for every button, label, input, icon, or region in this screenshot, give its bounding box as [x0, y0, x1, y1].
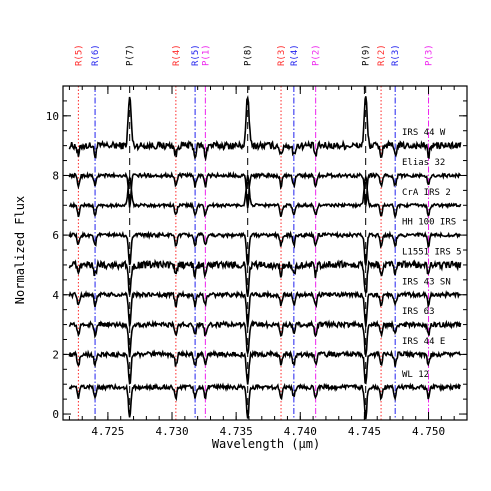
x-tick-label-2: 4.735 — [220, 425, 253, 438]
spectral-line-label-8: R(4) — [290, 44, 300, 66]
spectral-line-label-6: P(8) — [244, 44, 254, 66]
y-tick-label-5: 10 — [46, 110, 59, 123]
spectrum-2 — [68, 174, 462, 220]
spectral-line-label-12: R(3) — [391, 44, 401, 66]
spectrum-6 — [68, 319, 462, 358]
y-tick-label-4: 8 — [52, 169, 59, 182]
y-tick-label-0: 0 — [52, 408, 59, 421]
spectrum-7 — [68, 349, 462, 385]
series-label-6: IRS 63 — [402, 307, 435, 317]
y-tick-label-1: 2 — [52, 348, 59, 361]
x-tick-label-1: 4.730 — [155, 425, 188, 438]
spectral-line-label-0: R(5) — [74, 44, 84, 66]
series-label-7: IRS 44 E — [402, 337, 445, 347]
plot-frame — [62, 85, 468, 421]
spectral-line-label-1: R(6) — [91, 44, 101, 66]
spectrum-1 — [68, 170, 462, 209]
series-label-5: IRS 43 SN — [402, 277, 451, 287]
spectrum-3 — [68, 230, 462, 266]
x-tick-label-5: 4.750 — [412, 425, 445, 438]
series-label-8: WL 12 — [402, 370, 429, 380]
x-axis-label: Wavelength (μm) — [212, 437, 320, 451]
series-labels: IRS 44 W Elias 32 CrA IRS 2 HH 100 IRS L1551… — [402, 128, 462, 380]
series-label-3: HH 100 IRS — [402, 218, 456, 228]
y-axis-label: Normalized Flux — [13, 196, 27, 304]
x-tick-label-3: 4.740 — [284, 425, 317, 438]
spectral-line-label-11: R(2) — [377, 44, 387, 66]
spectrum-8 — [68, 382, 462, 420]
series-label-4: L1551 IRS 5 — [402, 247, 462, 257]
series-label-0: IRS 44 W — [402, 128, 446, 138]
spectral-line-label-4: R(5) — [191, 44, 201, 66]
series-label-1: Elias 32 — [402, 158, 445, 168]
spectrum-0 — [68, 94, 462, 162]
spectrum-5 — [68, 289, 462, 328]
x-tick-label-0: 4.725 — [91, 425, 124, 438]
spectrum-4 — [68, 258, 462, 297]
y-tick-label-2: 4 — [52, 289, 59, 302]
x-tick-label-4: 4.745 — [348, 425, 381, 438]
y-tick-label-3: 6 — [52, 229, 59, 242]
spectral-line-label-10: P(9) — [362, 44, 372, 66]
spectral-line-label-7: R(3) — [277, 44, 287, 66]
spectral-line-label-13: P(3) — [425, 44, 435, 66]
spectral-line-label-5: P(1) — [201, 44, 211, 66]
spectral-line-label-3: R(4) — [172, 44, 182, 66]
axes: 4.725 4.730 4.735 4.740 4.745 4.750 0 2 4 6 8 10 — [46, 85, 468, 438]
series-label-2: CrA IRS 2 — [402, 188, 451, 198]
spectra-series — [68, 94, 462, 420]
spectral-line-label-9: P(2) — [312, 44, 322, 66]
spectral-line-label-2: P(7) — [126, 44, 136, 66]
